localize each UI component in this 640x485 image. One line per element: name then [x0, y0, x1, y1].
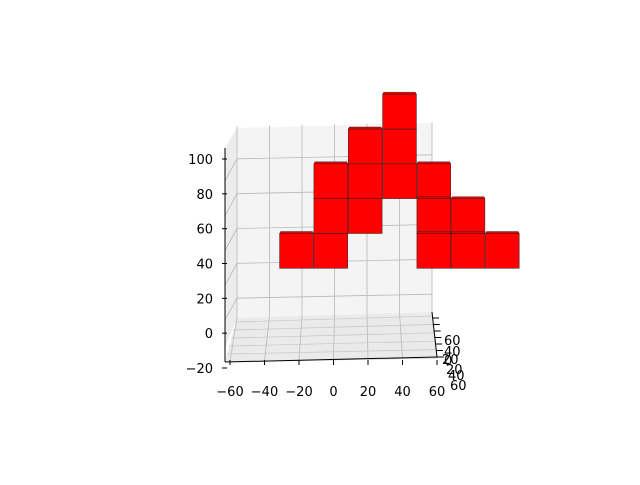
left-grid-h: [224, 297, 238, 321]
bar-cube-8: [382, 128, 417, 165]
bar-cube-top-10: [416, 161, 452, 165]
bar-cube-13: [450, 198, 486, 234]
y-tick-label: 20: [442, 353, 459, 368]
z-tick-label: 0: [205, 327, 213, 342]
bar-cube-1: [313, 233, 348, 269]
bar-cube-top-12: [416, 231, 452, 234]
floor-grid-depth: [232, 324, 435, 331]
floor-grid-depth: [228, 340, 437, 347]
x-tick-label: 60: [429, 385, 446, 400]
bar-cube-12: [416, 233, 451, 269]
floor-pane: [225, 312, 437, 362]
floor-grid: [264, 316, 270, 362]
z-tick-label: 100: [188, 153, 213, 168]
x-tick-label: −40: [251, 385, 278, 400]
bar-cube-3: [313, 163, 348, 199]
x-tick-label: 0: [329, 385, 337, 400]
bar-cube-top-9: [382, 91, 417, 95]
y-tick-label: 60: [444, 334, 461, 349]
left-grid-h: [224, 228, 238, 251]
x-tick-label: −60: [216, 385, 243, 400]
left-grid-h: [224, 158, 238, 182]
floor-grid-depth: [230, 332, 436, 339]
x-tick-label: −20: [285, 385, 312, 400]
bar-cube-9: [382, 93, 417, 130]
z-tick-label: 20: [196, 292, 213, 307]
y-tick-label: 0: [444, 354, 452, 369]
floor-grid-depth: [234, 315, 434, 323]
bar-cubes: [279, 91, 520, 269]
bar-cube-top-11: [416, 196, 452, 199]
z-tick-label: 80: [196, 188, 213, 203]
bar-cube-11: [416, 198, 451, 234]
axis-lines: [222, 148, 444, 369]
bar-cube-top-3: [313, 161, 349, 165]
bar-cube-2: [313, 198, 348, 234]
z-tick-label: −20: [186, 362, 213, 377]
z-tick-label: 40: [196, 258, 213, 273]
tick-labels: −60 −40 −20 0 20 40 60−20020406080100604020020…: [186, 153, 467, 400]
z-tick-label: 60: [196, 223, 213, 238]
x-axis-line: [224, 356, 438, 363]
y-axis-line: [431, 311, 438, 358]
left-pane: [225, 128, 237, 348]
bar-cube-5: [348, 163, 383, 199]
bar-cube-15: [485, 233, 520, 269]
bar-cube-6: [348, 128, 383, 165]
bar-cube-top-13: [450, 196, 486, 199]
x-tick-label: 40: [394, 385, 411, 400]
bar-cube-4: [348, 198, 383, 234]
x-tick-label: 20: [360, 385, 377, 400]
y-tick-label: 20: [446, 363, 463, 378]
back-grid-h: [236, 293, 433, 299]
y-tick-label: 60: [450, 379, 467, 394]
floor-grid-depth: [226, 349, 438, 355]
bar-cube-top-6: [347, 126, 383, 130]
bar-cube-10: [416, 163, 451, 199]
left-grid-h: [224, 193, 238, 216]
y-tick-label: 40: [448, 369, 465, 384]
floor-grid: [298, 315, 303, 361]
bar-cube-7: [382, 163, 417, 199]
bar-cube-top-0: [279, 231, 314, 234]
floor-grid: [229, 316, 238, 363]
bar-cube-0: [279, 233, 314, 269]
bar-cube-top-15: [485, 231, 520, 234]
bar-cube-14: [450, 233, 486, 269]
bar-cube-top-14: [450, 231, 486, 234]
left-grid-h: [224, 263, 238, 286]
y-tick-label: 40: [444, 345, 461, 360]
